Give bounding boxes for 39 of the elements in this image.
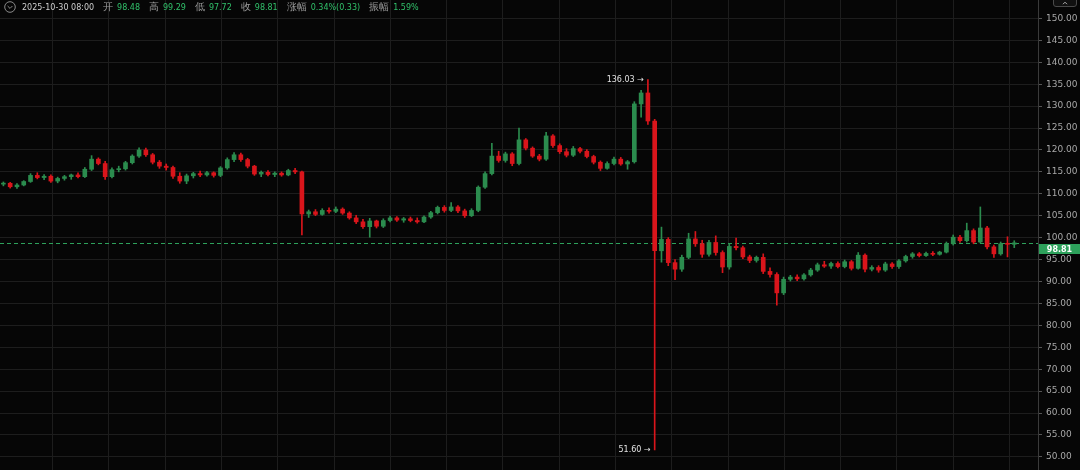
y-tick-label: 115.00 bbox=[1046, 166, 1078, 177]
annotation: 98.81 bbox=[254, 2, 278, 12]
y-tick-label: 120.00 bbox=[1046, 144, 1078, 155]
annotation: 开 bbox=[103, 1, 114, 13]
y-tick-label: 65.00 bbox=[1046, 385, 1073, 396]
y-tick-label: 140.00 bbox=[1046, 56, 1078, 67]
y-tick-label: 130.00 bbox=[1046, 100, 1078, 111]
annotation: 涨幅 bbox=[286, 1, 307, 13]
annotation: 98.48 bbox=[117, 2, 140, 12]
y-tick-label: 50.00 bbox=[1046, 451, 1073, 462]
y-tick-label: 100.00 bbox=[1046, 231, 1078, 242]
annotation: 99.29 bbox=[162, 2, 186, 12]
annotation: 收 bbox=[240, 1, 251, 13]
candlestick bbox=[1011, 240, 1017, 248]
ref-line-label: 98.81 bbox=[1046, 244, 1073, 254]
y-tick-label: 125.00 bbox=[1046, 122, 1078, 133]
y-tick-label: 150.00 bbox=[1046, 12, 1078, 23]
y-tick-label: 85.00 bbox=[1046, 297, 1073, 308]
y-tick-label: 70.00 bbox=[1046, 363, 1073, 374]
annotation: 高 bbox=[148, 1, 159, 13]
annotation: 1.59% bbox=[393, 2, 419, 12]
y-tick-label: 135.00 bbox=[1046, 78, 1078, 89]
annotation: 0.34%(0.33) bbox=[310, 2, 361, 12]
y-tick-label: 95.00 bbox=[1046, 253, 1073, 264]
annotation: 97.72 bbox=[208, 2, 232, 12]
y-tick-label: 75.00 bbox=[1046, 341, 1073, 352]
y-tick-label: 90.00 bbox=[1046, 275, 1073, 286]
y-tick-label: 145.00 bbox=[1046, 34, 1078, 45]
annotation: 振幅 bbox=[369, 1, 390, 13]
y-tick-label: 55.00 bbox=[1046, 429, 1073, 440]
y-tick-label: 60.00 bbox=[1046, 407, 1073, 418]
annotation: 2025-10-30 08:00 bbox=[22, 2, 95, 12]
annotation: 51.60 → bbox=[618, 444, 651, 454]
annotation: 低 bbox=[194, 1, 205, 13]
candlestick bbox=[821, 260, 827, 268]
annotation: 136.03 → bbox=[606, 74, 645, 84]
y-tick-label: 110.00 bbox=[1046, 188, 1078, 199]
y-tick-label: 105.00 bbox=[1046, 210, 1078, 221]
y-tick-label: 80.00 bbox=[1046, 319, 1073, 330]
